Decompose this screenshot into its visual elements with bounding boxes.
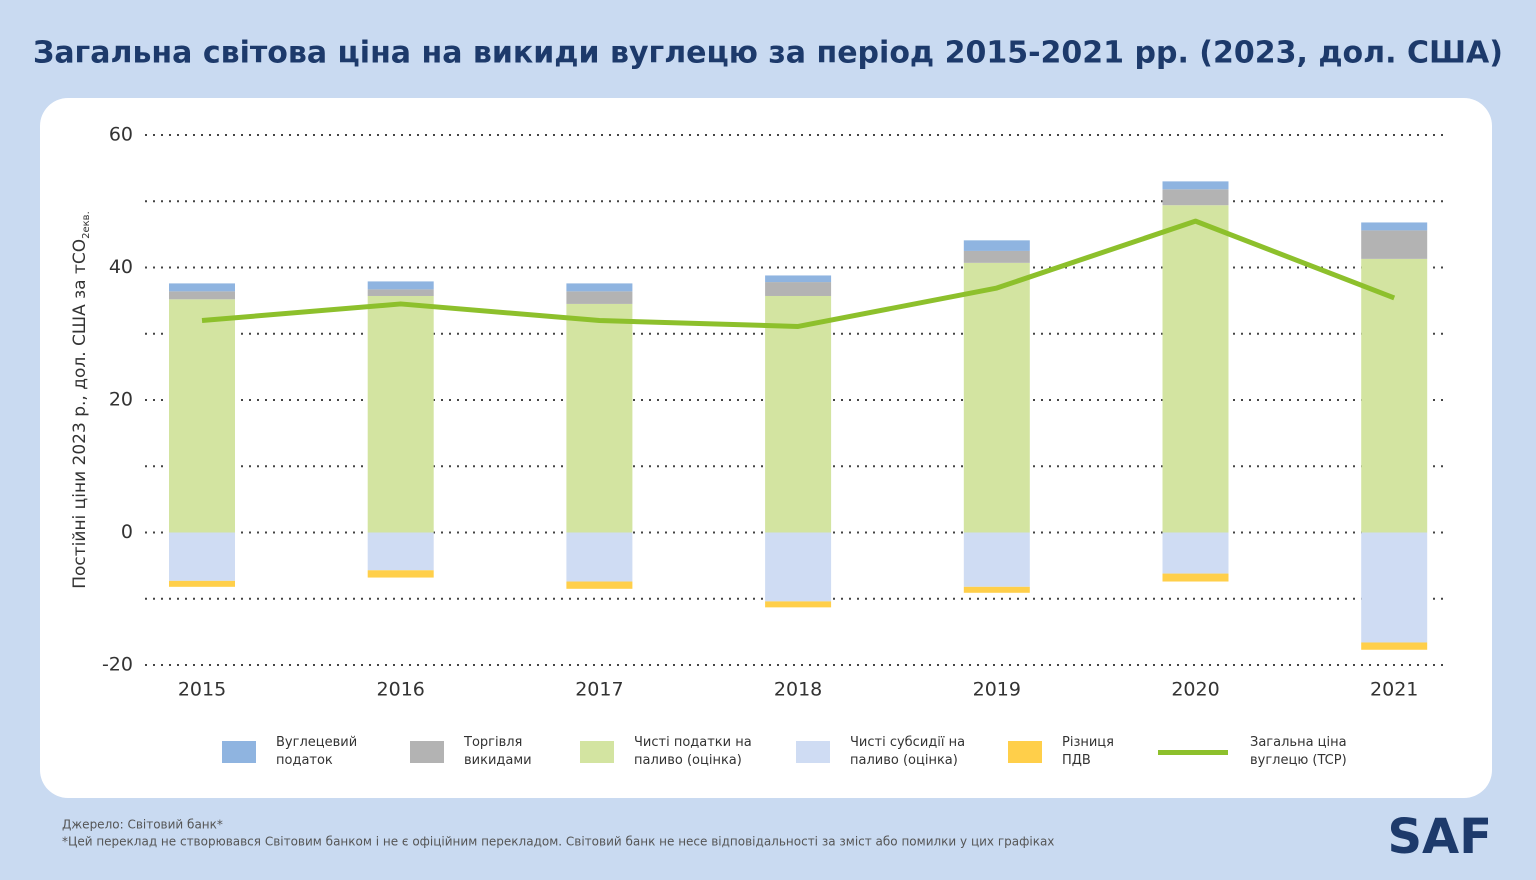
bar-segment [367,295,434,533]
legend-swatch [222,741,256,763]
legend-label: Торгівля викидами [464,735,532,768]
x-tick-label: 2017 [575,679,623,701]
bar-segment [367,532,434,571]
bar-segment [566,291,633,304]
bar-segment [1361,642,1428,650]
bar-segment [963,262,1030,533]
bar-segment [1162,573,1229,582]
legend-swatch [1008,741,1042,763]
bar-segment [765,532,832,602]
bar-segment [566,283,633,292]
legend-item: Різниця ПДВ [1008,732,1132,772]
legend-item: Загальна ціна вуглецю (TCP) [1158,732,1370,772]
x-tick-label: 2020 [1171,679,1219,701]
bar-segment [367,289,434,296]
legend-item: Вуглецевий податок [222,732,376,772]
legend-swatch [580,741,614,763]
bar-segment [963,532,1030,587]
bar-segment [566,532,633,582]
bar-segment [765,282,832,296]
legend-swatch [410,741,444,763]
bar-segment [963,586,1030,593]
line [201,218,1396,329]
bar-segment [963,250,1030,263]
y-axis-label-main: Постійні ціни 2023 р., дол. США за тCO [70,239,90,589]
bar-segment [1162,181,1229,190]
bar-segment [765,275,832,283]
legend-label: Чисті податки на паливо (оцінка) [634,735,752,768]
bar-segment [367,281,434,290]
bar-segment [963,240,1030,251]
bar-segment [1361,230,1428,259]
y-tick-label: 40 [109,256,133,278]
bar-segment [1162,532,1229,574]
y-tick-label: -20 [102,654,133,676]
y-tick-label: 0 [121,521,133,543]
y-axis-label-sub: 2екв. [81,211,92,239]
legend-item: Чисті субсидії на паливо (оцінка) [796,732,980,772]
logo: SAF [1387,809,1492,865]
chart-title: Загальна світова ціна на викиди вуглецю … [33,36,1503,71]
legend-swatch [796,741,830,763]
bar-segment [765,601,832,608]
bar-segment [1361,258,1428,533]
legend-label: Чисті субсидії на паливо (оцінка) [850,735,966,768]
legend-label: Різниця ПДВ [1062,735,1114,768]
note: *Цей переклад не створювався Світовим ба… [62,835,1054,849]
y-axis-label: Постійні ціни 2023 р., дол. США за тCO2е… [70,211,92,589]
bar-segment [1361,222,1428,231]
bar-segment [169,532,235,581]
bar-segment [1162,205,1229,533]
y-tick-label: 20 [109,389,133,411]
legend-item: Чисті податки на паливо (оцінка) [580,732,764,772]
x-tick-label: 2021 [1370,679,1418,701]
bar-segment [169,291,235,300]
bar-segment [566,303,633,533]
legend-item: Торгівля викидами [410,732,554,772]
bar-segment [169,580,235,587]
x-tick-label: 2016 [377,679,425,701]
bar-segment [169,299,235,533]
source: Джерело: Світовий банк* [62,818,223,832]
x-tick-label: 2015 [178,679,226,701]
legend-label: Загальна ціна вуглецю (TCP) [1250,735,1347,768]
bar-segment [1162,189,1229,206]
bar-segment [1361,532,1428,643]
y-tick-label: 60 [109,124,133,146]
x-tick-label: 2019 [973,679,1021,701]
bar-segment [367,570,434,578]
legend-label: Вуглецевий податок [276,735,358,768]
bar-segment [566,581,633,589]
bar-segment [169,283,235,292]
x-tick-label: 2018 [774,679,822,701]
bar-segment [765,295,832,533]
legend-swatch [1158,749,1228,755]
